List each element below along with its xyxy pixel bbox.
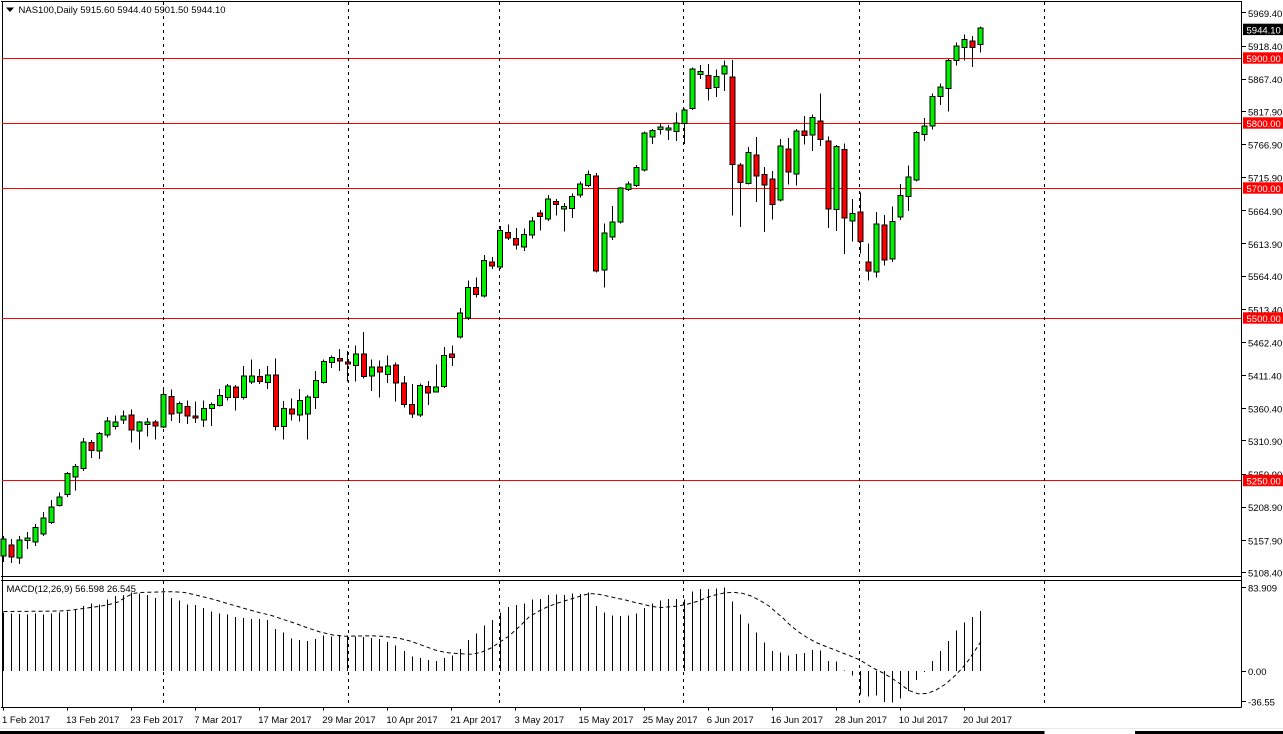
svg-text:83.909: 83.909 <box>1248 584 1277 595</box>
svg-text:10 Jul 2017: 10 Jul 2017 <box>899 715 948 726</box>
svg-text:5969.40: 5969.40 <box>1248 9 1282 20</box>
svg-text:5250.00: 5250.00 <box>1247 477 1281 488</box>
svg-text:17 Mar 2017: 17 Mar 2017 <box>258 715 311 726</box>
svg-text:5918.40: 5918.40 <box>1248 42 1282 53</box>
svg-text:13 Feb 2017: 13 Feb 2017 <box>66 715 119 726</box>
svg-text:1 Feb 2017: 1 Feb 2017 <box>2 715 50 726</box>
svg-text:7 Mar 2017: 7 Mar 2017 <box>194 715 242 726</box>
svg-text:16 Jun 2017: 16 Jun 2017 <box>771 715 823 726</box>
svg-text:5108.40: 5108.40 <box>1248 569 1282 580</box>
svg-text:10 Apr 2017: 10 Apr 2017 <box>386 715 437 726</box>
svg-text:25 May 2017: 25 May 2017 <box>643 715 698 726</box>
svg-text:-36.55: -36.55 <box>1248 698 1275 709</box>
svg-text:NAS100,Daily 5915.60 5944.40: NAS100,Daily 5915.60 5944.40 5901.50 594… <box>19 5 226 16</box>
svg-text:5564.40: 5564.40 <box>1248 272 1282 283</box>
svg-text:5867.40: 5867.40 <box>1248 75 1282 86</box>
svg-text:5800.00: 5800.00 <box>1247 119 1281 130</box>
svg-text:0.00: 0.00 <box>1248 667 1267 678</box>
svg-text:MACD(12,26,9) 56.598 26.545: MACD(12,26,9) 56.598 26.545 <box>7 584 136 595</box>
svg-text:5462.40: 5462.40 <box>1248 338 1282 349</box>
svg-text:20 Jul 2017: 20 Jul 2017 <box>963 715 1012 726</box>
svg-text:29 Mar 2017: 29 Mar 2017 <box>322 715 375 726</box>
svg-text:5900.00: 5900.00 <box>1247 54 1281 65</box>
svg-text:15 May 2017: 15 May 2017 <box>579 715 634 726</box>
svg-text:5157.90: 5157.90 <box>1248 536 1282 547</box>
svg-text:21 Apr 2017: 21 Apr 2017 <box>450 715 501 726</box>
svg-text:5360.40: 5360.40 <box>1248 405 1282 416</box>
svg-text:5664.90: 5664.90 <box>1248 207 1282 218</box>
svg-text:6 Jun 2017: 6 Jun 2017 <box>707 715 754 726</box>
svg-text:5310.90: 5310.90 <box>1248 437 1282 448</box>
svg-text:3 May 2017: 3 May 2017 <box>515 715 565 726</box>
svg-text:5500.00: 5500.00 <box>1247 314 1281 325</box>
svg-text:5513.40: 5513.40 <box>1248 305 1282 316</box>
svg-text:5766.90: 5766.90 <box>1248 141 1282 152</box>
svg-text:5208.90: 5208.90 <box>1248 503 1282 514</box>
svg-text:5411.40: 5411.40 <box>1248 372 1282 383</box>
svg-text:5944.10: 5944.10 <box>1247 25 1281 36</box>
svg-text:5613.90: 5613.90 <box>1248 240 1282 251</box>
svg-text:5715.90: 5715.90 <box>1248 174 1282 185</box>
svg-text:5700.00: 5700.00 <box>1247 184 1281 195</box>
svg-text:28 Jun 2017: 28 Jun 2017 <box>835 715 887 726</box>
svg-text:5817.90: 5817.90 <box>1248 107 1282 118</box>
svg-text:23 Feb 2017: 23 Feb 2017 <box>130 715 183 726</box>
